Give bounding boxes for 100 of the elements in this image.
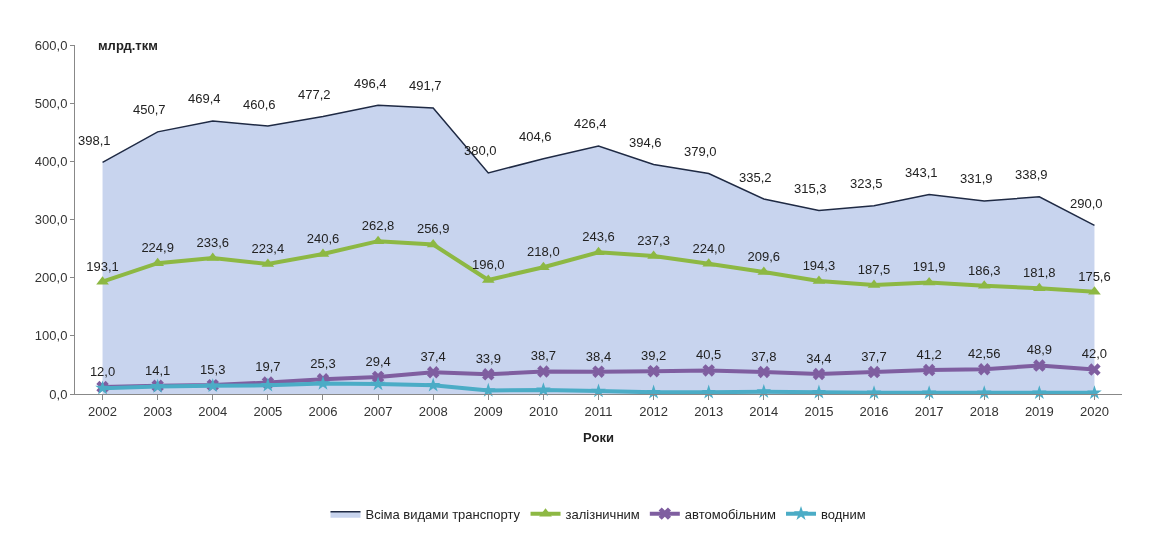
x-tick-label: 2009 (473, 403, 503, 419)
point (757, 365, 771, 379)
data-label: 331,9 (960, 171, 993, 186)
point (867, 365, 881, 379)
x-tick-label: 2003 (143, 403, 173, 419)
x-tick-label: 2018 (969, 403, 999, 419)
y-tick-label: 500,0 (34, 95, 68, 111)
x-tick-label: 2002 (88, 403, 118, 419)
data-label: 335,2 (739, 170, 772, 185)
point (592, 365, 605, 378)
x-tick-label: 2013 (694, 403, 724, 419)
point (371, 370, 385, 384)
point (426, 366, 440, 379)
data-label: 209,6 (747, 248, 781, 264)
point (370, 376, 386, 391)
data-label: 38,7 (530, 348, 557, 364)
point (482, 368, 495, 381)
point (1032, 385, 1047, 400)
data-label: 48,9 (1026, 342, 1052, 358)
data-label: 460,6 (243, 97, 276, 112)
x-tick-label: 2011 (584, 403, 613, 419)
point (315, 375, 331, 390)
data-label: 233,6 (196, 234, 230, 250)
point (702, 364, 715, 377)
data-label: 14,1 (145, 362, 171, 378)
point (922, 276, 936, 286)
legend-label: Всіма видами транспорту (365, 506, 521, 522)
data-label: 194,3 (802, 257, 836, 273)
y-tick-label: 200,0 (34, 270, 68, 286)
x-tick-label: 2014 (749, 403, 779, 419)
point (756, 383, 772, 398)
x-tick-label: 2004 (198, 403, 228, 419)
legend-label: водним (821, 506, 866, 522)
point (812, 367, 826, 381)
data-label: 34,4 (806, 350, 832, 366)
data-label: 29,4 (365, 353, 391, 369)
data-label: 39,2 (640, 348, 667, 364)
data-label: 426,4 (574, 116, 607, 131)
data-label: 379,0 (684, 144, 717, 159)
point (978, 363, 991, 376)
data-label: 25,3 (310, 356, 336, 372)
legend-label: автомобільним (684, 506, 777, 522)
data-label: 37,7 (861, 348, 887, 364)
x-tick-label: 2008 (418, 403, 448, 419)
data-label: 496,4 (354, 76, 387, 91)
x-tick-label: 2012 (639, 403, 669, 419)
point (866, 385, 882, 400)
x-tick-label: 2020 (1079, 403, 1109, 419)
data-label: 404,6 (519, 129, 552, 144)
data-label: 38,4 (585, 348, 612, 364)
data-label: 12,0 (89, 363, 116, 379)
data-label: 42,56 (967, 346, 1001, 362)
point (1087, 385, 1102, 400)
data-label: 33,9 (475, 351, 501, 367)
x-tick-label: 2007 (363, 403, 393, 419)
data-label: 224,0 (692, 240, 725, 256)
point (425, 377, 441, 392)
x-axis-title: Роки (583, 430, 614, 446)
x-tick-label: 2015 (804, 403, 834, 419)
data-label: 37,8 (751, 348, 777, 364)
point (1033, 359, 1046, 372)
data-label: 40,5 (696, 347, 722, 363)
data-label: 181,8 (1023, 265, 1056, 281)
data-label: 41,2 (916, 346, 942, 362)
data-label: 256,9 (416, 221, 450, 237)
data-label: 262,8 (361, 218, 395, 234)
y-tick-label: 0,0 (49, 386, 68, 402)
data-label: 37,4 (420, 349, 446, 365)
data-label: 186,3 (967, 262, 1001, 278)
data-label: 323,5 (850, 176, 883, 191)
data-label: 224,9 (141, 240, 174, 256)
data-label: 237,3 (637, 232, 670, 248)
x-tick-label: 2005 (253, 403, 283, 419)
data-label: 343,1 (905, 165, 938, 180)
data-label: 290,0 (1070, 196, 1103, 211)
point (647, 364, 660, 378)
x-tick-label: 2017 (914, 403, 944, 419)
y-tick-label: 600,0 (34, 37, 68, 53)
y-axis-title: млрд.ткм (98, 38, 158, 53)
y-tick-label: 100,0 (34, 328, 68, 344)
x-tick-label: 2016 (859, 403, 889, 419)
data-label: 193,1 (86, 258, 119, 274)
data-label: 223,4 (251, 240, 285, 256)
data-label: 19,7 (255, 359, 281, 375)
data-label: 398,1 (78, 133, 111, 148)
point (701, 384, 717, 399)
data-label: 175,6 (1078, 268, 1111, 284)
point (921, 385, 937, 400)
x-tick-label: 2010 (528, 403, 558, 419)
point (1088, 363, 1101, 376)
data-label: 491,7 (409, 78, 442, 93)
data-label: 394,6 (629, 135, 662, 150)
legend-label: залізничним (565, 506, 640, 522)
point (976, 385, 992, 400)
x-tick-label: 2006 (308, 403, 338, 419)
data-label: 42,0 (1081, 346, 1108, 362)
data-label: 477,2 (298, 87, 331, 102)
data-label: 196,0 (472, 256, 505, 272)
data-label: 15,3 (200, 361, 226, 377)
data-label: 218,0 (527, 244, 560, 260)
